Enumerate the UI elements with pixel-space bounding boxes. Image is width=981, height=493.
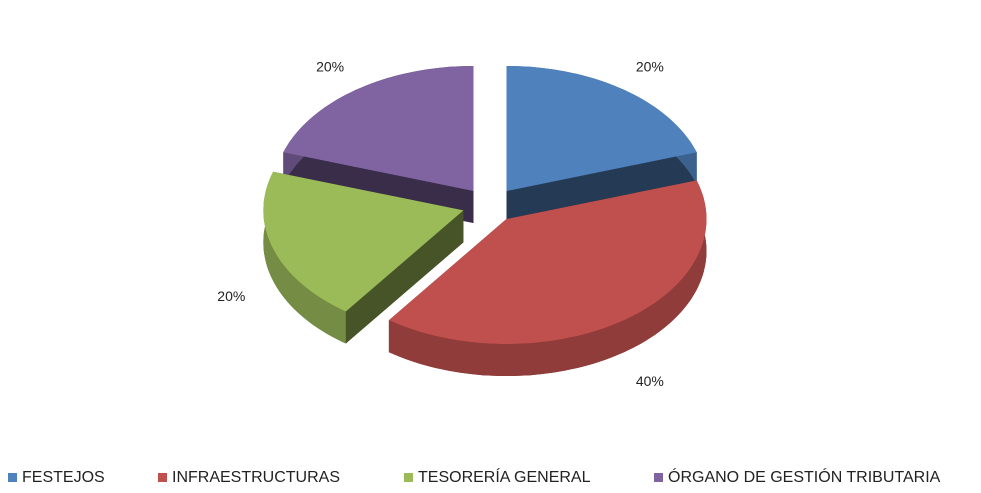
slice [388,180,707,344]
slice [283,66,474,191]
slice [263,171,464,312]
slice [506,66,697,191]
legend-label: TESORERÍA GENERAL [418,467,591,486]
data-label: 20% [316,58,344,74]
legend-label: INFRAESTRUCTURAS [172,469,340,486]
legend-label: FESTEJOS [22,469,105,486]
data-label: 20% [636,58,664,74]
legend-marker [8,473,17,482]
data-label: 40% [636,373,664,389]
slice-side [506,152,697,223]
slice-side [388,180,707,376]
legend-label: ÓRGANO DE GESTIÓN TRIBUTARIA [668,467,941,486]
data-label: 20% [217,288,245,304]
legend-marker [158,473,167,482]
legend-marker [654,473,663,482]
legend-marker [404,473,413,482]
slice [263,171,464,344]
slice [388,180,707,376]
slice-side [345,210,464,344]
